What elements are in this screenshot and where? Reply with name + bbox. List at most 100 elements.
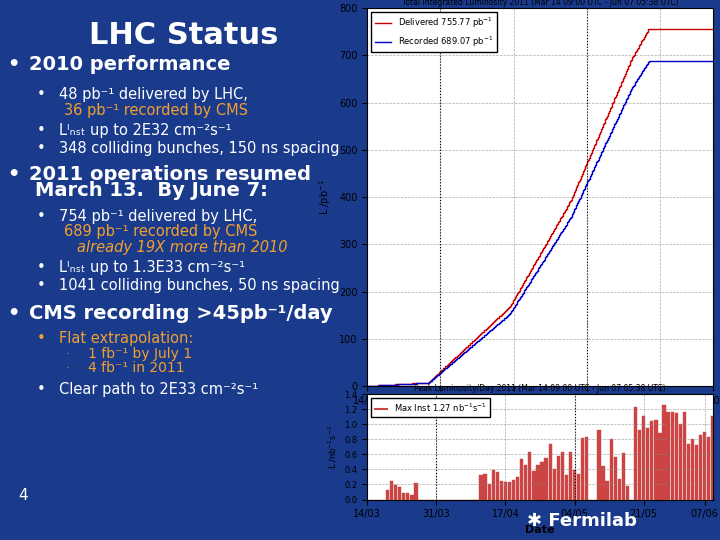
Delivered 755.77 pb$^{-1}$ — [363, 383, 372, 389]
Text: 4: 4 — [19, 488, 28, 503]
Text: Lᴵₙₛₜ up to 1.3E33 cm⁻²s⁻¹: Lᴵₙₛₜ up to 1.3E33 cm⁻²s⁻¹ — [59, 260, 245, 275]
Bar — [415, 483, 418, 500]
Text: 1 fb⁻¹ by July 1: 1 fb⁻¹ by July 1 — [88, 347, 192, 361]
Text: •: • — [37, 209, 45, 224]
Delivered 755.77 pb$^{-1}$ — [647, 26, 655, 32]
Bar — [613, 457, 617, 500]
Bar — [386, 490, 389, 500]
X-axis label: Date: Date — [526, 411, 554, 421]
Text: •: • — [37, 141, 45, 156]
Bar — [638, 430, 642, 500]
Bar — [500, 481, 503, 500]
Bar — [492, 470, 495, 500]
Text: LHC Status: LHC Status — [89, 21, 279, 50]
Bar — [561, 453, 564, 500]
Recorded 689.07 pb$^{-1}$ — [363, 383, 372, 389]
Legend: Delivered 755.77 pb$^{-1}$, Recorded 689.07 pb$^{-1}$: Delivered 755.77 pb$^{-1}$, Recorded 689… — [372, 12, 497, 52]
Delivered 755.77 pb$^{-1}$ — [527, 266, 536, 272]
Recorded 689.07 pb$^{-1}$ — [708, 58, 717, 64]
Title: Peak Luminosity/Day 2011 (Mar 14 09:00 UTC - Jun 07 05:38 UTC): Peak Luminosity/Day 2011 (Mar 14 09:00 U… — [414, 384, 666, 394]
Text: •: • — [37, 331, 45, 346]
Text: ·: · — [66, 363, 70, 373]
Text: Clear path to 2E33 cm⁻²s⁻¹: Clear path to 2E33 cm⁻²s⁻¹ — [59, 382, 258, 397]
Recorded 689.07 pb$^{-1}$ — [645, 58, 654, 64]
Recorded 689.07 pb$^{-1}$ — [701, 58, 709, 64]
Bar — [569, 452, 572, 500]
Text: ✱ Fermilab: ✱ Fermilab — [526, 512, 636, 530]
X-axis label: Date: Date — [526, 525, 554, 535]
Text: •: • — [37, 382, 45, 397]
Text: CMS recording >45pb⁻¹/day: CMS recording >45pb⁻¹/day — [30, 305, 333, 323]
Delivered 755.77 pb$^{-1}$ — [708, 26, 717, 32]
Bar — [508, 482, 511, 500]
Bar — [536, 465, 539, 500]
Text: •: • — [37, 87, 45, 103]
Recorded 689.07 pb$^{-1}$ — [569, 209, 577, 215]
Bar — [650, 421, 654, 500]
Bar — [626, 486, 629, 500]
Recorded 689.07 pb$^{-1}$ — [529, 273, 538, 279]
Bar — [667, 412, 670, 500]
Bar — [480, 475, 482, 500]
Bar — [618, 480, 621, 500]
Text: 36 pb⁻¹ recorded by CMS: 36 pb⁻¹ recorded by CMS — [64, 103, 248, 118]
Y-axis label: L /nb$^{-1}$s$^{-1}$: L /nb$^{-1}$s$^{-1}$ — [326, 425, 338, 469]
Text: ·: · — [66, 349, 70, 359]
Bar — [691, 440, 694, 500]
Bar — [634, 407, 637, 500]
Bar — [711, 416, 714, 500]
Bar — [524, 465, 527, 500]
Text: Lᴵₙₛₜ up to 2E32 cm⁻²s⁻¹: Lᴵₙₛₜ up to 2E32 cm⁻²s⁻¹ — [59, 123, 231, 138]
Bar — [622, 453, 625, 500]
Bar — [573, 470, 576, 500]
Text: 48 pb⁻¹ delivered by LHC,: 48 pb⁻¹ delivered by LHC, — [59, 87, 248, 103]
Bar — [707, 437, 711, 500]
Text: •: • — [37, 278, 45, 293]
Bar — [703, 432, 706, 500]
Bar — [544, 458, 548, 500]
Bar — [658, 433, 662, 500]
Legend: Max Inst 1.27 nb$^{-1}$s$^{-1}$: Max Inst 1.27 nb$^{-1}$s$^{-1}$ — [372, 399, 490, 417]
Text: already 19X more than 2010: already 19X more than 2010 — [77, 240, 287, 255]
Bar — [564, 475, 568, 500]
Bar — [585, 437, 588, 500]
Bar — [642, 416, 645, 500]
Delivered 755.77 pb$^{-1}$ — [701, 26, 709, 32]
Bar — [394, 485, 397, 500]
Bar — [646, 428, 649, 500]
Bar — [601, 467, 605, 500]
Bar — [598, 430, 600, 500]
Text: •: • — [37, 123, 45, 138]
Text: March 13.  By June 7:: March 13. By June 7: — [35, 181, 268, 200]
Delivered 755.77 pb$^{-1}$ — [645, 26, 654, 32]
Bar — [520, 459, 523, 500]
Text: 2011 operations resumed: 2011 operations resumed — [30, 165, 311, 184]
Text: •: • — [7, 165, 19, 184]
Text: •: • — [37, 260, 45, 275]
Text: 754 pb⁻¹ delivered by LHC,: 754 pb⁻¹ delivered by LHC, — [59, 209, 257, 224]
Bar — [528, 451, 531, 500]
Bar — [553, 469, 556, 500]
Text: 4 fb⁻¹ in 2011: 4 fb⁻¹ in 2011 — [88, 361, 185, 375]
Text: 2010 performance: 2010 performance — [30, 55, 231, 73]
Bar — [610, 440, 613, 500]
Bar — [390, 482, 393, 500]
Bar — [487, 484, 491, 500]
Bar — [662, 405, 665, 500]
Bar — [581, 438, 585, 500]
Text: •: • — [7, 55, 19, 73]
Title: Total Integrated Luminosity 2011 (Mar 14 09:00 UTC - Jun 07 05:38 UTC): Total Integrated Luminosity 2011 (Mar 14… — [402, 0, 678, 8]
Bar — [398, 487, 401, 500]
Text: Flat extrapolation:: Flat extrapolation: — [59, 331, 193, 346]
Text: •: • — [7, 305, 19, 323]
Delivered 755.77 pb$^{-1}$ — [569, 192, 577, 198]
Bar — [670, 411, 674, 500]
Bar — [699, 435, 702, 500]
Bar — [541, 462, 544, 500]
Bar — [577, 474, 580, 500]
Bar — [410, 495, 413, 500]
Bar — [512, 480, 516, 500]
Line: Delivered 755.77 pb$^{-1}$: Delivered 755.77 pb$^{-1}$ — [367, 29, 713, 386]
Bar — [484, 474, 487, 500]
Bar — [675, 413, 678, 500]
